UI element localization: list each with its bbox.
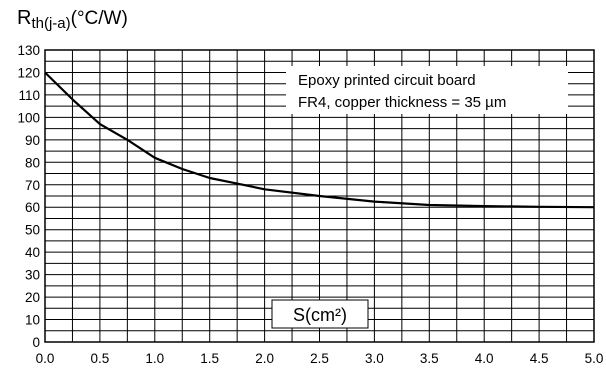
plot-frame [44, 49, 595, 343]
x-tick-label: 2.5 [310, 351, 329, 366]
y-tick-label: 120 [17, 65, 40, 80]
x-tick-label: 0.0 [36, 351, 55, 366]
y-tick-label: 60 [25, 200, 40, 215]
y-tick-label: 30 [25, 268, 40, 283]
x-tick-label: 1.5 [200, 351, 219, 366]
y-axis-label-unit: (°C/W) [70, 8, 128, 29]
y-axis-label-subscript: th(j-a) [31, 15, 71, 32]
y-tick-label: 80 [25, 155, 40, 170]
y-tick-label: 70 [25, 178, 40, 193]
y-tick-label: 0 [32, 335, 40, 350]
y-tick-label: 50 [25, 223, 40, 238]
y-tick-label: 100 [17, 110, 40, 125]
x-tick-label: 4.5 [530, 351, 549, 366]
x-tick-label: 2.0 [255, 351, 274, 366]
x-tick-label: 0.5 [91, 351, 110, 366]
series-line [44, 71, 595, 209]
annotation-line-2: FR4, copper thickness = 35 µm [298, 94, 506, 111]
y-tick-label: 40 [25, 245, 40, 260]
y-tick-label: 20 [25, 290, 40, 305]
x-tick-label: 5.0 [585, 351, 604, 366]
x-tick-label: 4.0 [475, 351, 494, 366]
y-tick-label: 90 [25, 133, 40, 148]
x-tick-label: 1.0 [145, 351, 164, 366]
x-tick-label: 3.0 [365, 351, 384, 366]
y-tick-label: 130 [17, 43, 40, 58]
y-tick-label: 10 [25, 313, 40, 328]
y-tick-label: 110 [18, 88, 40, 103]
x-axis-label: S(cm²) [293, 305, 347, 325]
annotation-box [286, 66, 568, 114]
x-tick-label: 3.5 [420, 351, 439, 366]
x-axis-label-box [271, 299, 369, 329]
y-axis-label: Rth(j-a)(°C/W) [17, 7, 128, 32]
y-axis-label-symbol: R [17, 7, 32, 29]
annotation-line-1: Epoxy printed circuit board [298, 72, 476, 89]
